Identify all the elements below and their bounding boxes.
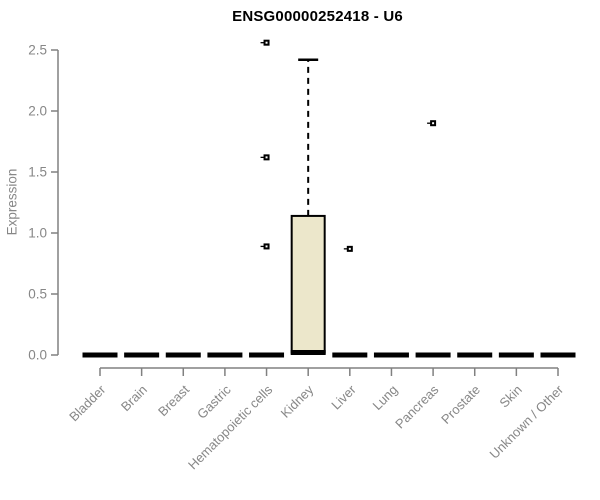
- outlier-point-center: [348, 247, 351, 250]
- chart-title: ENSG00000252418 - U6: [232, 8, 403, 25]
- outlier-point-center: [265, 41, 268, 44]
- y-axis-tick-label: 2.5: [28, 43, 47, 58]
- outlier-point-center: [265, 156, 268, 159]
- box: [290, 214, 326, 354]
- y-axis-tick-label: 2.0: [28, 104, 47, 119]
- y-axis-tick-label: 1.0: [28, 226, 47, 241]
- y-axis-tick-label: 0.5: [28, 287, 47, 302]
- y-axis-tick-label: 1.5: [28, 165, 47, 180]
- outlier-point-center: [265, 245, 268, 248]
- outlier-point-center: [432, 122, 435, 125]
- y-axis-tick-label: 0.0: [28, 348, 47, 363]
